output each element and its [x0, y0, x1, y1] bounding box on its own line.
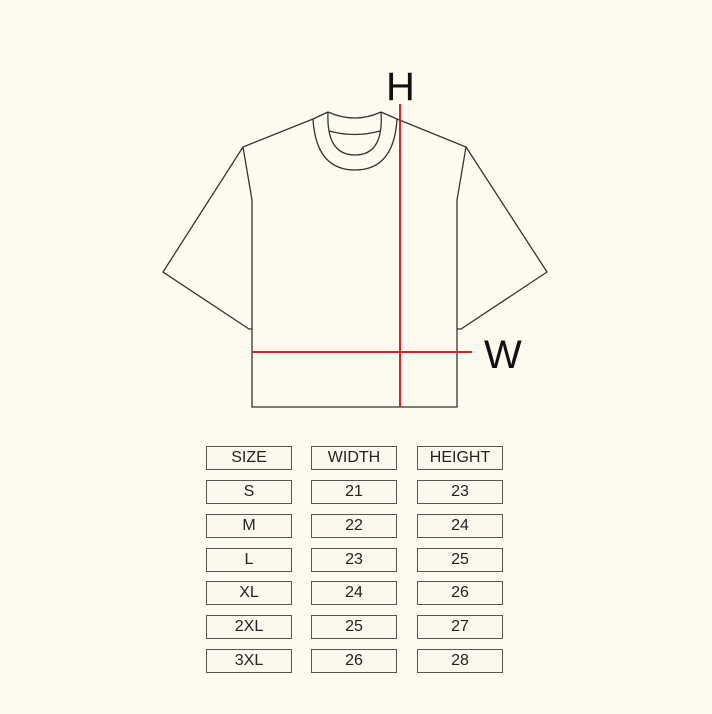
table-cell: 23 [417, 480, 503, 504]
table-cell: 3XL [206, 649, 292, 673]
table-cell: 23 [311, 548, 397, 572]
table-cell: 21 [311, 480, 397, 504]
table-cell: 25 [311, 615, 397, 639]
table-cell: 26 [417, 581, 503, 605]
table-cell: 26 [311, 649, 397, 673]
table-cell: M [206, 514, 292, 538]
table-header-cell: HEIGHT [417, 446, 503, 470]
table-cell: 24 [417, 514, 503, 538]
table-cell: 24 [311, 581, 397, 605]
table-header-cell: SIZE [206, 446, 292, 470]
table-cell: 2XL [206, 615, 292, 639]
tshirt-outline [162, 111, 548, 408]
table-cell: 27 [417, 615, 503, 639]
table-cell: S [206, 480, 292, 504]
table-cell: XL [206, 581, 292, 605]
table-cell: L [206, 548, 292, 572]
table-header-cell: WIDTH [311, 446, 397, 470]
table-cell: 25 [417, 548, 503, 572]
table-cell: 22 [311, 514, 397, 538]
table-cell: 28 [417, 649, 503, 673]
height-label: H [386, 65, 415, 109]
width-label: W [484, 333, 522, 377]
